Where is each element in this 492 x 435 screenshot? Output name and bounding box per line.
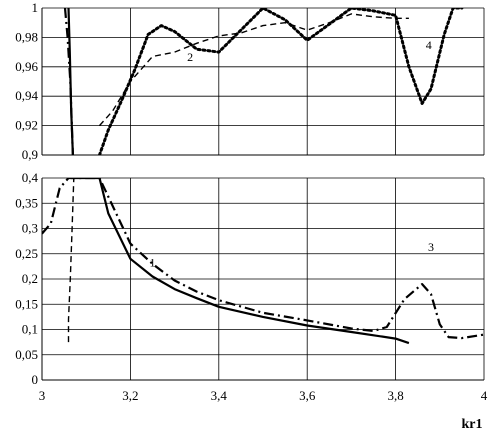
series-2-line [67, 178, 75, 343]
x-tick-label: 3 [39, 388, 46, 403]
series-4-line [98, 8, 464, 155]
x-tick-label: 3,4 [211, 388, 228, 403]
curve-label-2: 2 [187, 50, 193, 64]
y-tick-label: 0 [32, 372, 39, 387]
curve-label-1: 1 [150, 255, 156, 269]
series-2-line [98, 13, 409, 127]
y-tick-label: 0,98 [15, 29, 38, 44]
y-tick-label: 0,4 [22, 170, 39, 185]
y-tick-label: 0,9 [22, 147, 38, 162]
y-tick-label: 0,92 [15, 118, 38, 133]
x-tick-label: 3,2 [122, 388, 138, 403]
curve-label-3: 3 [428, 240, 434, 254]
curve-label-4: 4 [426, 38, 432, 52]
x-tick-label: 4 [481, 388, 488, 403]
y-tick-label: 0,25 [15, 246, 38, 261]
series-1-line [70, 178, 410, 345]
series-3-line [42, 178, 484, 340]
y-tick-label: 0,94 [15, 88, 38, 103]
y-tick-label: 0,35 [15, 195, 38, 210]
y-tick-label: 0,96 [15, 59, 38, 74]
y-tick-label: 0,05 [15, 347, 38, 362]
y-tick-label: 0,2 [22, 271, 38, 286]
series-3-line [63, 8, 74, 155]
x-tick-label: 3,8 [387, 388, 403, 403]
y-tick-label: 0,15 [15, 296, 38, 311]
y-tick-label: 0,1 [22, 322, 38, 337]
x-axis-label: kr1 [462, 417, 483, 432]
y-tick-label: 1 [32, 0, 39, 15]
x-tick-label: 3,6 [299, 388, 316, 403]
y-tick-label: 0,3 [22, 221, 38, 236]
